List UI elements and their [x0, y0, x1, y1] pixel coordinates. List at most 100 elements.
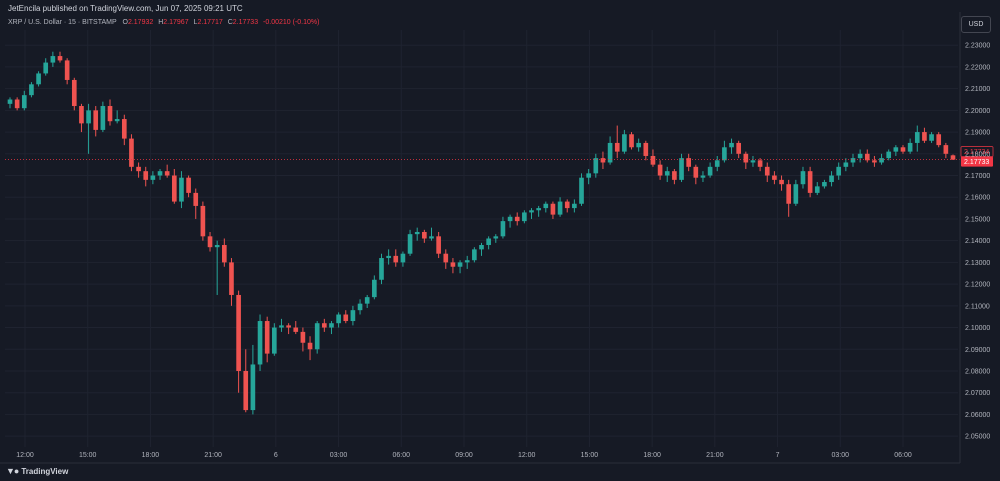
candle-body: [914, 132, 920, 143]
candle-body: [157, 171, 163, 176]
candle-body: [586, 173, 591, 178]
candle-body: [429, 236, 434, 239]
y-tick-label: 2.07000: [965, 390, 990, 397]
candle-body: [379, 258, 384, 280]
candle-body: [657, 164, 663, 176]
candle-body: [200, 205, 206, 237]
y-tick-label: 2.06000: [965, 412, 990, 419]
candle-body: [100, 106, 106, 130]
x-tick-label: 21:00: [204, 452, 222, 459]
candle-body: [50, 56, 56, 63]
candle-body: [57, 56, 63, 61]
candle-body: [893, 147, 899, 152]
y-tick-label: 2.11000: [965, 303, 990, 310]
candle-body: [107, 106, 113, 122]
candle-body: [900, 147, 906, 152]
candle-body: [922, 132, 927, 141]
candle-body: [850, 158, 856, 163]
candle-body: [572, 203, 577, 209]
candle-body: [464, 260, 470, 263]
candle-body: [357, 303, 363, 311]
candle-body: [179, 177, 184, 202]
candle-body: [322, 323, 327, 328]
y-tick-label: 2.16000: [965, 195, 990, 202]
candle-body: [843, 162, 849, 167]
symbol-name[interactable]: XRP / U.S. Dollar · 15 · BITSTAMP: [8, 19, 117, 26]
candle-body: [257, 321, 263, 365]
candle-body: [443, 253, 449, 263]
candle-body: [672, 171, 677, 180]
candle-body: [486, 238, 491, 246]
candle-body: [129, 138, 134, 167]
candle-body: [272, 327, 277, 354]
x-tick-label: 18:00: [643, 452, 661, 459]
candle-body: [264, 321, 270, 354]
candle-body: [750, 160, 756, 163]
candle-body: [250, 364, 256, 411]
candle-body: [879, 158, 884, 163]
x-tick-label: 06:00: [393, 452, 411, 459]
candle-body: [86, 110, 91, 124]
candle-body: [493, 236, 499, 239]
candle-body: [14, 99, 20, 109]
change-value: -0.00210 (-0.10%): [263, 19, 320, 26]
y-tick-label: 2.15000: [965, 216, 990, 223]
x-tick-label: 6: [274, 452, 278, 459]
candle-body: [907, 142, 913, 152]
y-tick-label: 2.23000: [965, 43, 990, 50]
candle-body: [293, 327, 299, 332]
tradingview-logo-icon: ▼●: [6, 466, 19, 476]
candle-body: [693, 166, 699, 178]
x-tick-label: 15:00: [79, 452, 97, 459]
candle-body: [686, 158, 691, 167]
candle-body: [150, 175, 156, 180]
candle-body: [300, 331, 306, 343]
candle-body: [114, 119, 120, 122]
candle-body: [629, 134, 634, 148]
candle-body: [221, 245, 227, 263]
candle-body: [514, 216, 520, 222]
publisher-line: JetEncila published on TradingView.com, …: [8, 4, 243, 13]
price-label-box: [961, 156, 993, 167]
candle-body: [650, 155, 656, 165]
y-tick-label: 2.22000: [965, 64, 990, 71]
candle-body: [757, 160, 763, 167]
x-tick-label: 06:00: [894, 452, 912, 459]
candle-body: [414, 231, 420, 235]
candle-body: [607, 142, 613, 163]
symbol-legend: XRP / U.S. Dollar · 15 · BITSTAMP O2.179…: [8, 19, 319, 26]
price-label: 2.17733: [964, 159, 989, 166]
candlestick-series: [7, 51, 956, 415]
candle-body: [479, 245, 484, 250]
candle-body: [793, 184, 799, 204]
candle-body: [386, 255, 391, 259]
candle-body: [229, 262, 234, 295]
candle-body: [564, 201, 570, 209]
candle-body: [950, 155, 956, 160]
time-axis: 12:00 15:00 18:00 21:00 6 03:00 06:00 09:00 12:0…: [0, 452, 960, 464]
candle-body: [350, 310, 356, 322]
candle-body: [872, 160, 877, 163]
candle-body: [93, 110, 99, 130]
candle-body: [7, 99, 13, 104]
candle-body: [664, 171, 670, 176]
candle-body: [472, 249, 477, 261]
candle-body: [336, 314, 341, 324]
high-label: H: [158, 19, 164, 26]
candle-body: [786, 184, 792, 204]
x-tick-label: 09:00: [455, 452, 473, 459]
candle-body: [579, 177, 584, 204]
candle-body: [600, 158, 606, 163]
low-value: 2.17717: [197, 19, 223, 26]
candle-body: [207, 236, 213, 248]
tradingview-logo[interactable]: ▼● TradingView: [6, 466, 68, 476]
candle-body: [500, 221, 506, 237]
candle-body: [886, 151, 892, 159]
y-tick-label: 2.21000: [965, 86, 990, 93]
candle-body: [707, 166, 713, 176]
currency-badge[interactable]: USD: [961, 16, 991, 33]
candle-body: [643, 142, 649, 156]
x-tick-label: 03:00: [330, 452, 348, 459]
x-tick-label: 12:00: [16, 452, 34, 459]
